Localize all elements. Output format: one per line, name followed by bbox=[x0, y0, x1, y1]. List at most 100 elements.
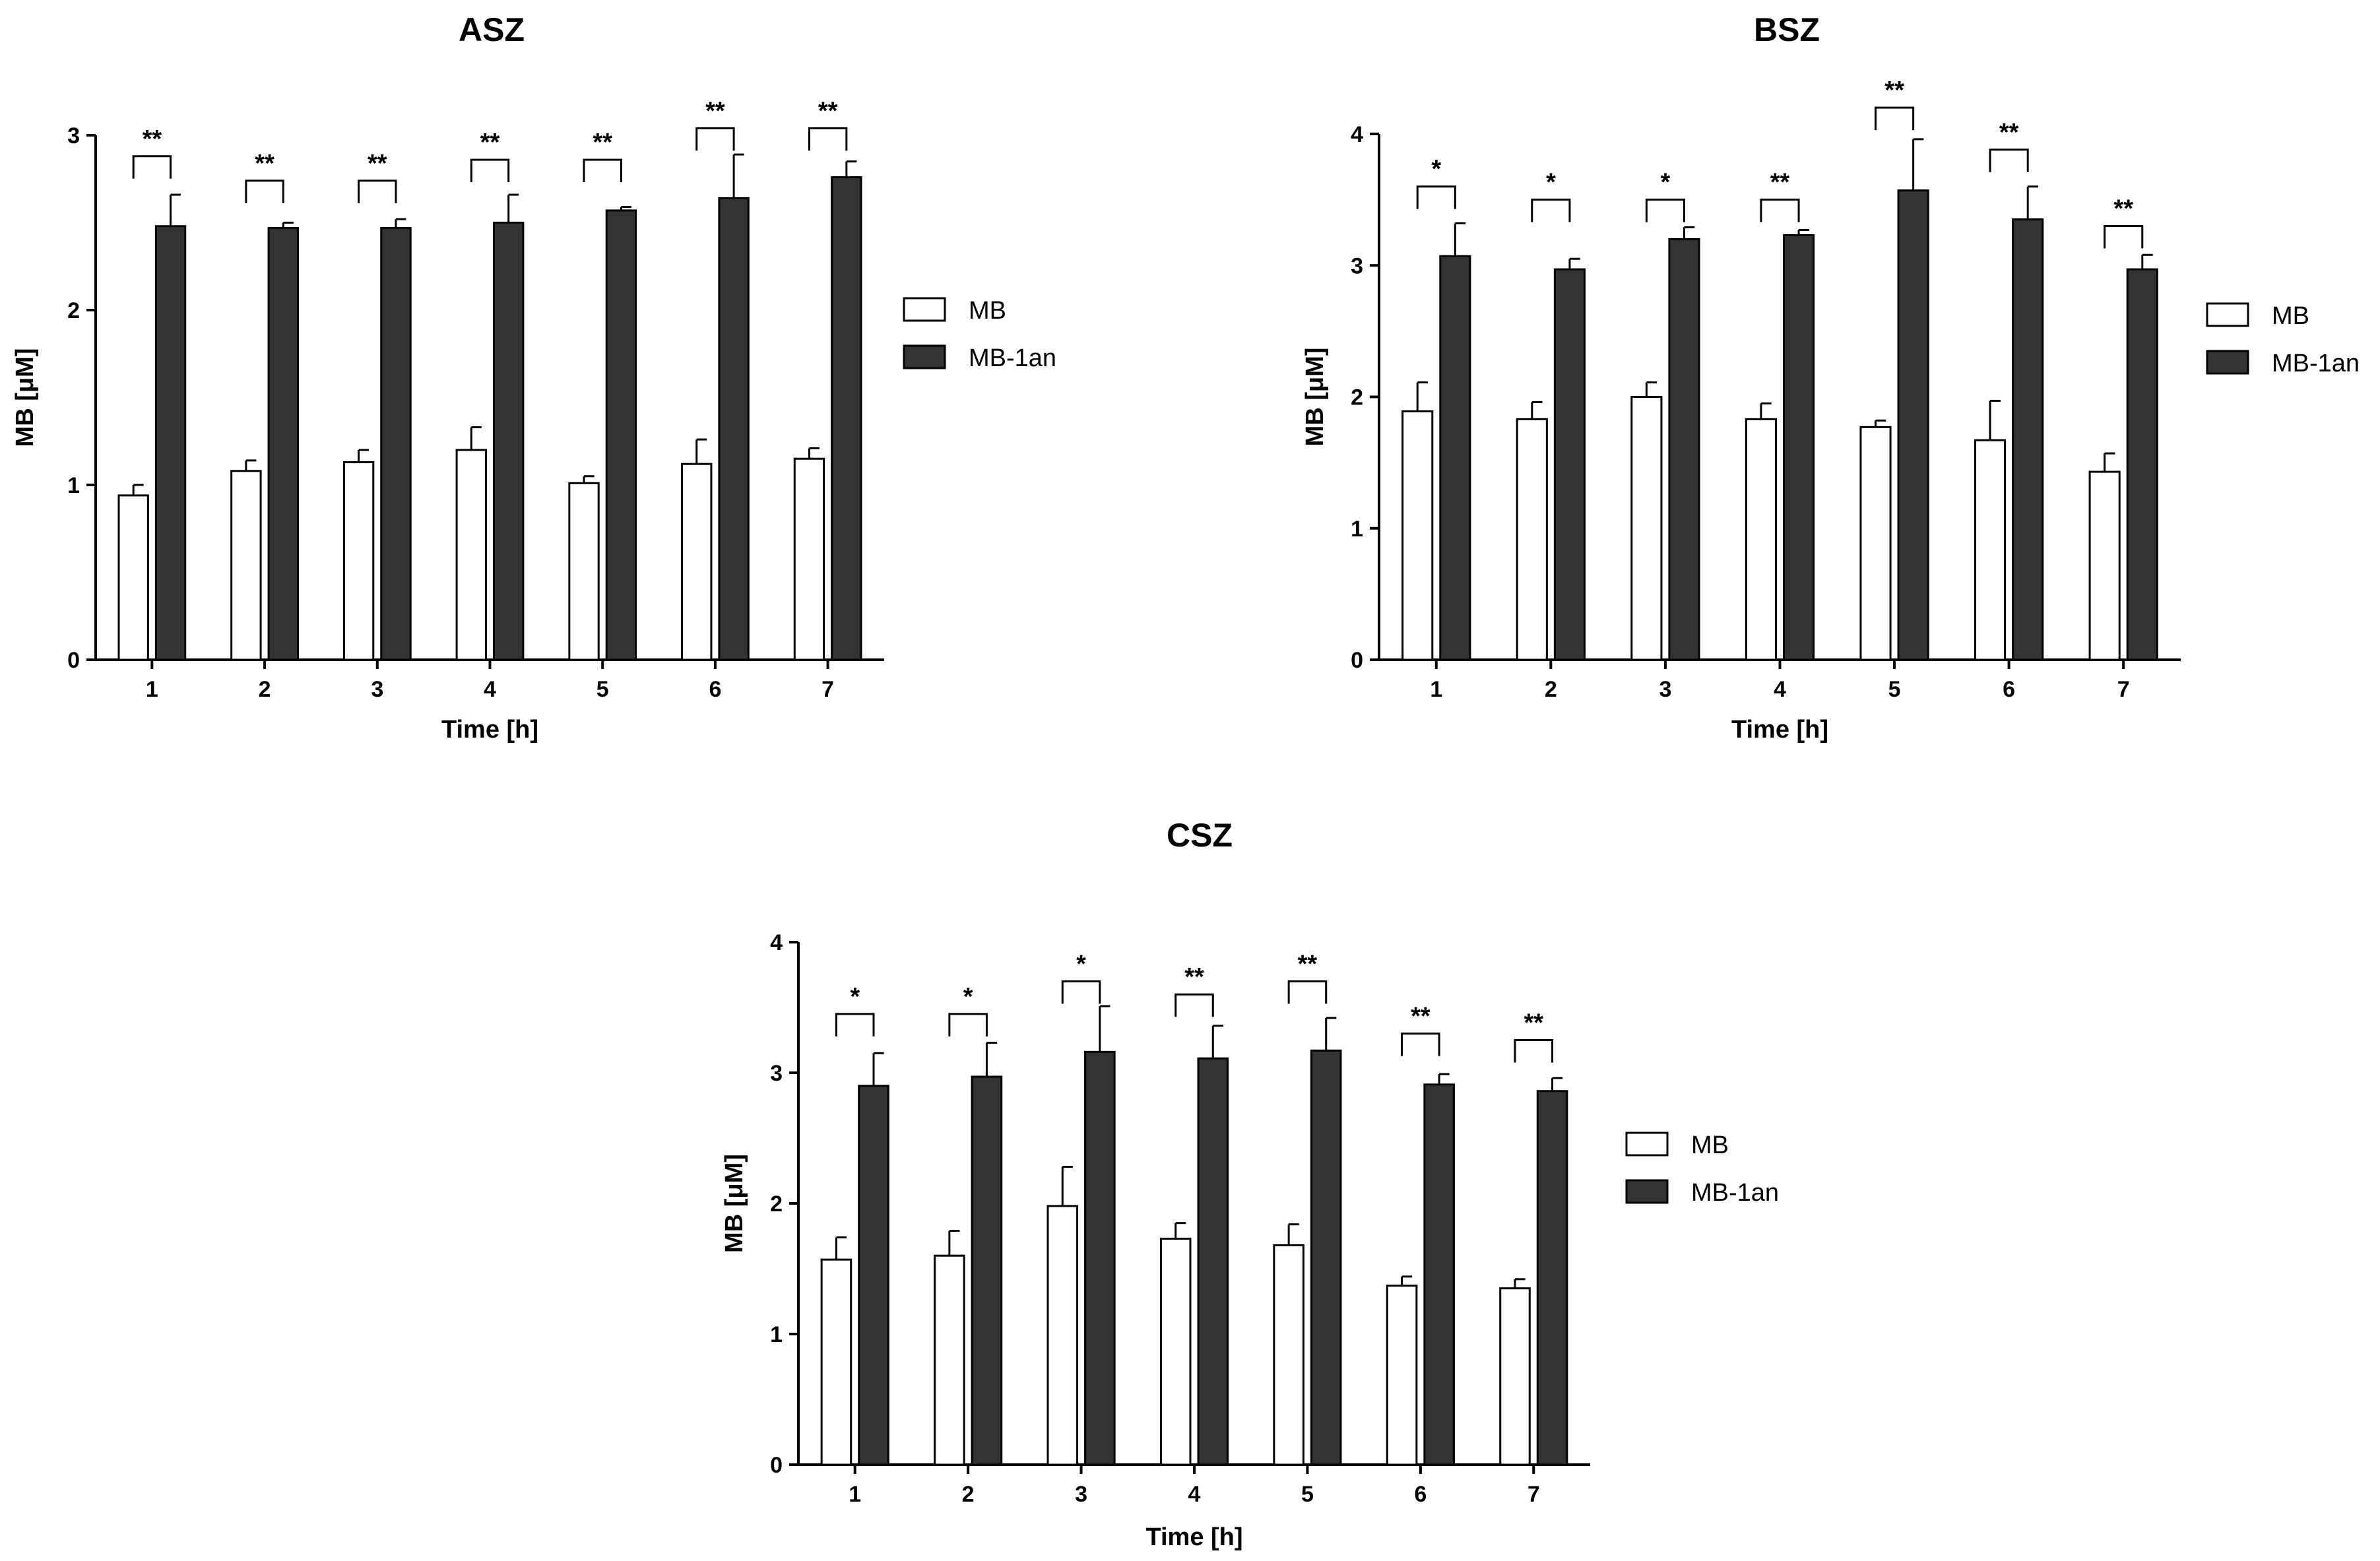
significance-bracket bbox=[1875, 106, 1915, 131]
significance-label: ** bbox=[818, 97, 838, 125]
x-tick-label: 5 bbox=[596, 677, 609, 702]
significance-bracket bbox=[948, 1013, 988, 1036]
y-tick-label: 3 bbox=[1351, 253, 1363, 278]
bar-mb bbox=[455, 449, 487, 661]
bar-mb bbox=[1273, 1244, 1304, 1466]
bar-mb-1an bbox=[493, 222, 525, 661]
x-tick-label: 3 bbox=[371, 677, 383, 702]
significance-bracket bbox=[1174, 993, 1214, 1017]
significance-label: ** bbox=[143, 125, 162, 153]
chart-title: BSZ bbox=[1754, 11, 1820, 48]
legend-swatch bbox=[2206, 302, 2249, 327]
chart-title: ASZ bbox=[459, 11, 525, 48]
significance-label: ** bbox=[593, 129, 612, 156]
x-tick-label: 4 bbox=[484, 677, 496, 702]
bar-mb-1an bbox=[831, 176, 862, 661]
significance-bracket bbox=[1989, 148, 2029, 172]
bar-mb-1an bbox=[858, 1085, 889, 1466]
x-tick-label: 2 bbox=[1545, 677, 1557, 702]
bar-mb-1an bbox=[1668, 238, 1700, 661]
significance-bracket bbox=[1401, 1033, 1440, 1056]
significance-label: * bbox=[1546, 169, 1556, 197]
significance-bracket bbox=[1061, 980, 1101, 1004]
bar-mb-1an bbox=[1423, 1083, 1455, 1466]
x-tick-label: 5 bbox=[1301, 1482, 1314, 1507]
bar-mb-1an bbox=[971, 1075, 1003, 1466]
y-axis-label: MB [μM] bbox=[721, 1154, 748, 1253]
bar-mb bbox=[1499, 1287, 1531, 1466]
y-tick-label: 4 bbox=[770, 930, 783, 955]
significance-label: ** bbox=[1770, 169, 1790, 197]
legend-swatch bbox=[2206, 350, 2249, 375]
x-tick-label: 6 bbox=[1414, 1482, 1427, 1507]
y-tick-label: 0 bbox=[770, 1453, 783, 1478]
bar-mb bbox=[230, 470, 262, 661]
bar-mb bbox=[1745, 418, 1777, 661]
significance-bracket bbox=[2104, 224, 2144, 249]
significance-bracket bbox=[1760, 199, 1800, 222]
significance-label: ** bbox=[255, 150, 274, 177]
bar-mb-1an bbox=[380, 226, 412, 661]
bar-mb-1an bbox=[1197, 1057, 1229, 1466]
chart-panel: BSZ 0 1 2 3 4 MB [μM] Time [h] 1 * 2 * 3 * 4 ** 5 ** 6 ** 7 *… bbox=[1301, 11, 2360, 744]
x-axis-label: Time [h] bbox=[1145, 1523, 1242, 1551]
legend-swatch bbox=[903, 297, 946, 322]
significance-label: ** bbox=[1298, 950, 1318, 978]
x-tick-label: 3 bbox=[1659, 677, 1671, 702]
x-tick-label: 6 bbox=[709, 677, 721, 702]
x-tick-label: 7 bbox=[2117, 677, 2130, 702]
significance-bracket bbox=[1416, 185, 1456, 209]
bar-mb-1an bbox=[1084, 1050, 1116, 1466]
x-tick-label: 4 bbox=[1774, 677, 1786, 702]
y-tick-label: 2 bbox=[1351, 385, 1363, 410]
significance-bracket bbox=[1514, 1039, 1554, 1063]
y-tick-label: 1 bbox=[770, 1322, 783, 1347]
legend-label: MB bbox=[2272, 302, 2309, 330]
bar-mb bbox=[1046, 1205, 1079, 1466]
legend-label: MB bbox=[1691, 1131, 1729, 1159]
legend-swatch bbox=[903, 344, 946, 369]
legend-swatch bbox=[1625, 1131, 1669, 1157]
bar-mb bbox=[934, 1254, 965, 1466]
bar-mb-1an bbox=[1439, 255, 1471, 661]
significance-bracket bbox=[1531, 199, 1571, 222]
bar-mb bbox=[1159, 1237, 1192, 1466]
legend-label: MB-1an bbox=[2272, 350, 2360, 377]
bar-mb-1an bbox=[267, 226, 299, 661]
y-tick-label: 0 bbox=[1351, 648, 1363, 673]
significance-label: ** bbox=[1884, 77, 1904, 104]
x-tick-label: 5 bbox=[1888, 677, 1901, 702]
significance-label: ** bbox=[1999, 119, 2019, 146]
bar-mb bbox=[1516, 418, 1548, 661]
bar-mb-1an bbox=[1553, 268, 1586, 661]
legend-label: MB bbox=[969, 297, 1006, 325]
x-tick-label: 1 bbox=[849, 1482, 861, 1507]
bar-mb bbox=[1401, 410, 1434, 661]
x-tick-label: 7 bbox=[1528, 1482, 1540, 1507]
significance-label: ** bbox=[368, 150, 387, 177]
significance-bracket bbox=[695, 127, 735, 151]
significance-label: ** bbox=[1411, 1003, 1431, 1031]
significance-label: ** bbox=[2113, 195, 2133, 222]
bar-mb bbox=[117, 494, 149, 661]
bar-mb bbox=[1859, 426, 1892, 661]
bar-mb-1an bbox=[1897, 189, 1929, 661]
bar-mb bbox=[820, 1258, 852, 1466]
y-tick-label: 1 bbox=[67, 473, 80, 498]
significance-bracket bbox=[358, 179, 397, 203]
x-tick-label: 4 bbox=[1188, 1482, 1201, 1507]
significance-label: ** bbox=[1184, 963, 1204, 991]
bar-mb-1an bbox=[1783, 234, 1815, 661]
legend-label: MB-1an bbox=[969, 344, 1056, 372]
x-tick-label: 2 bbox=[962, 1482, 975, 1507]
significance-bracket bbox=[1287, 980, 1328, 1004]
bar-mb-1an bbox=[605, 209, 637, 661]
y-axis-label: MB [μM] bbox=[11, 348, 39, 447]
bar-mb bbox=[1386, 1285, 1418, 1466]
y-tick-label: 0 bbox=[67, 648, 80, 673]
bar-mb bbox=[342, 461, 375, 661]
bar-mb-1an bbox=[2012, 218, 2044, 661]
bar-mb bbox=[793, 457, 825, 661]
chart-title: CSZ bbox=[1167, 817, 1233, 854]
